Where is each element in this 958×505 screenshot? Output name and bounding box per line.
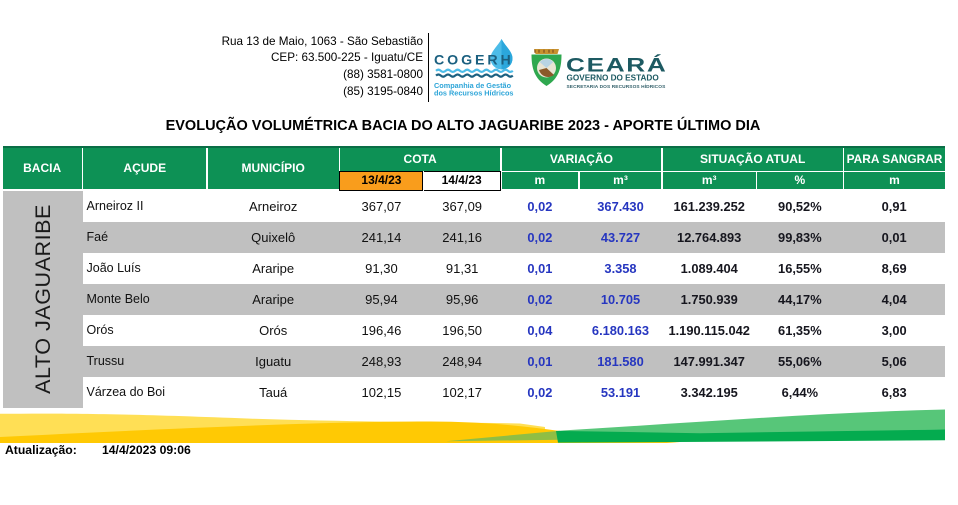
svg-text:Companhia de Gestão: Companhia de Gestão (434, 81, 512, 90)
svg-text:COGERH: COGERH (434, 53, 514, 69)
svg-text:dos Recursos Hídricos: dos Recursos Hídricos (434, 89, 513, 98)
svg-text:SECRETARIA DOS RECURSOS HÍDRIC: SECRETARIA DOS RECURSOS HÍDRICOS (567, 82, 667, 90)
svg-text:GOVERNO DO ESTADO: GOVERNO DO ESTADO (567, 74, 660, 83)
svg-text:CEARÁ: CEARÁ (566, 54, 667, 76)
